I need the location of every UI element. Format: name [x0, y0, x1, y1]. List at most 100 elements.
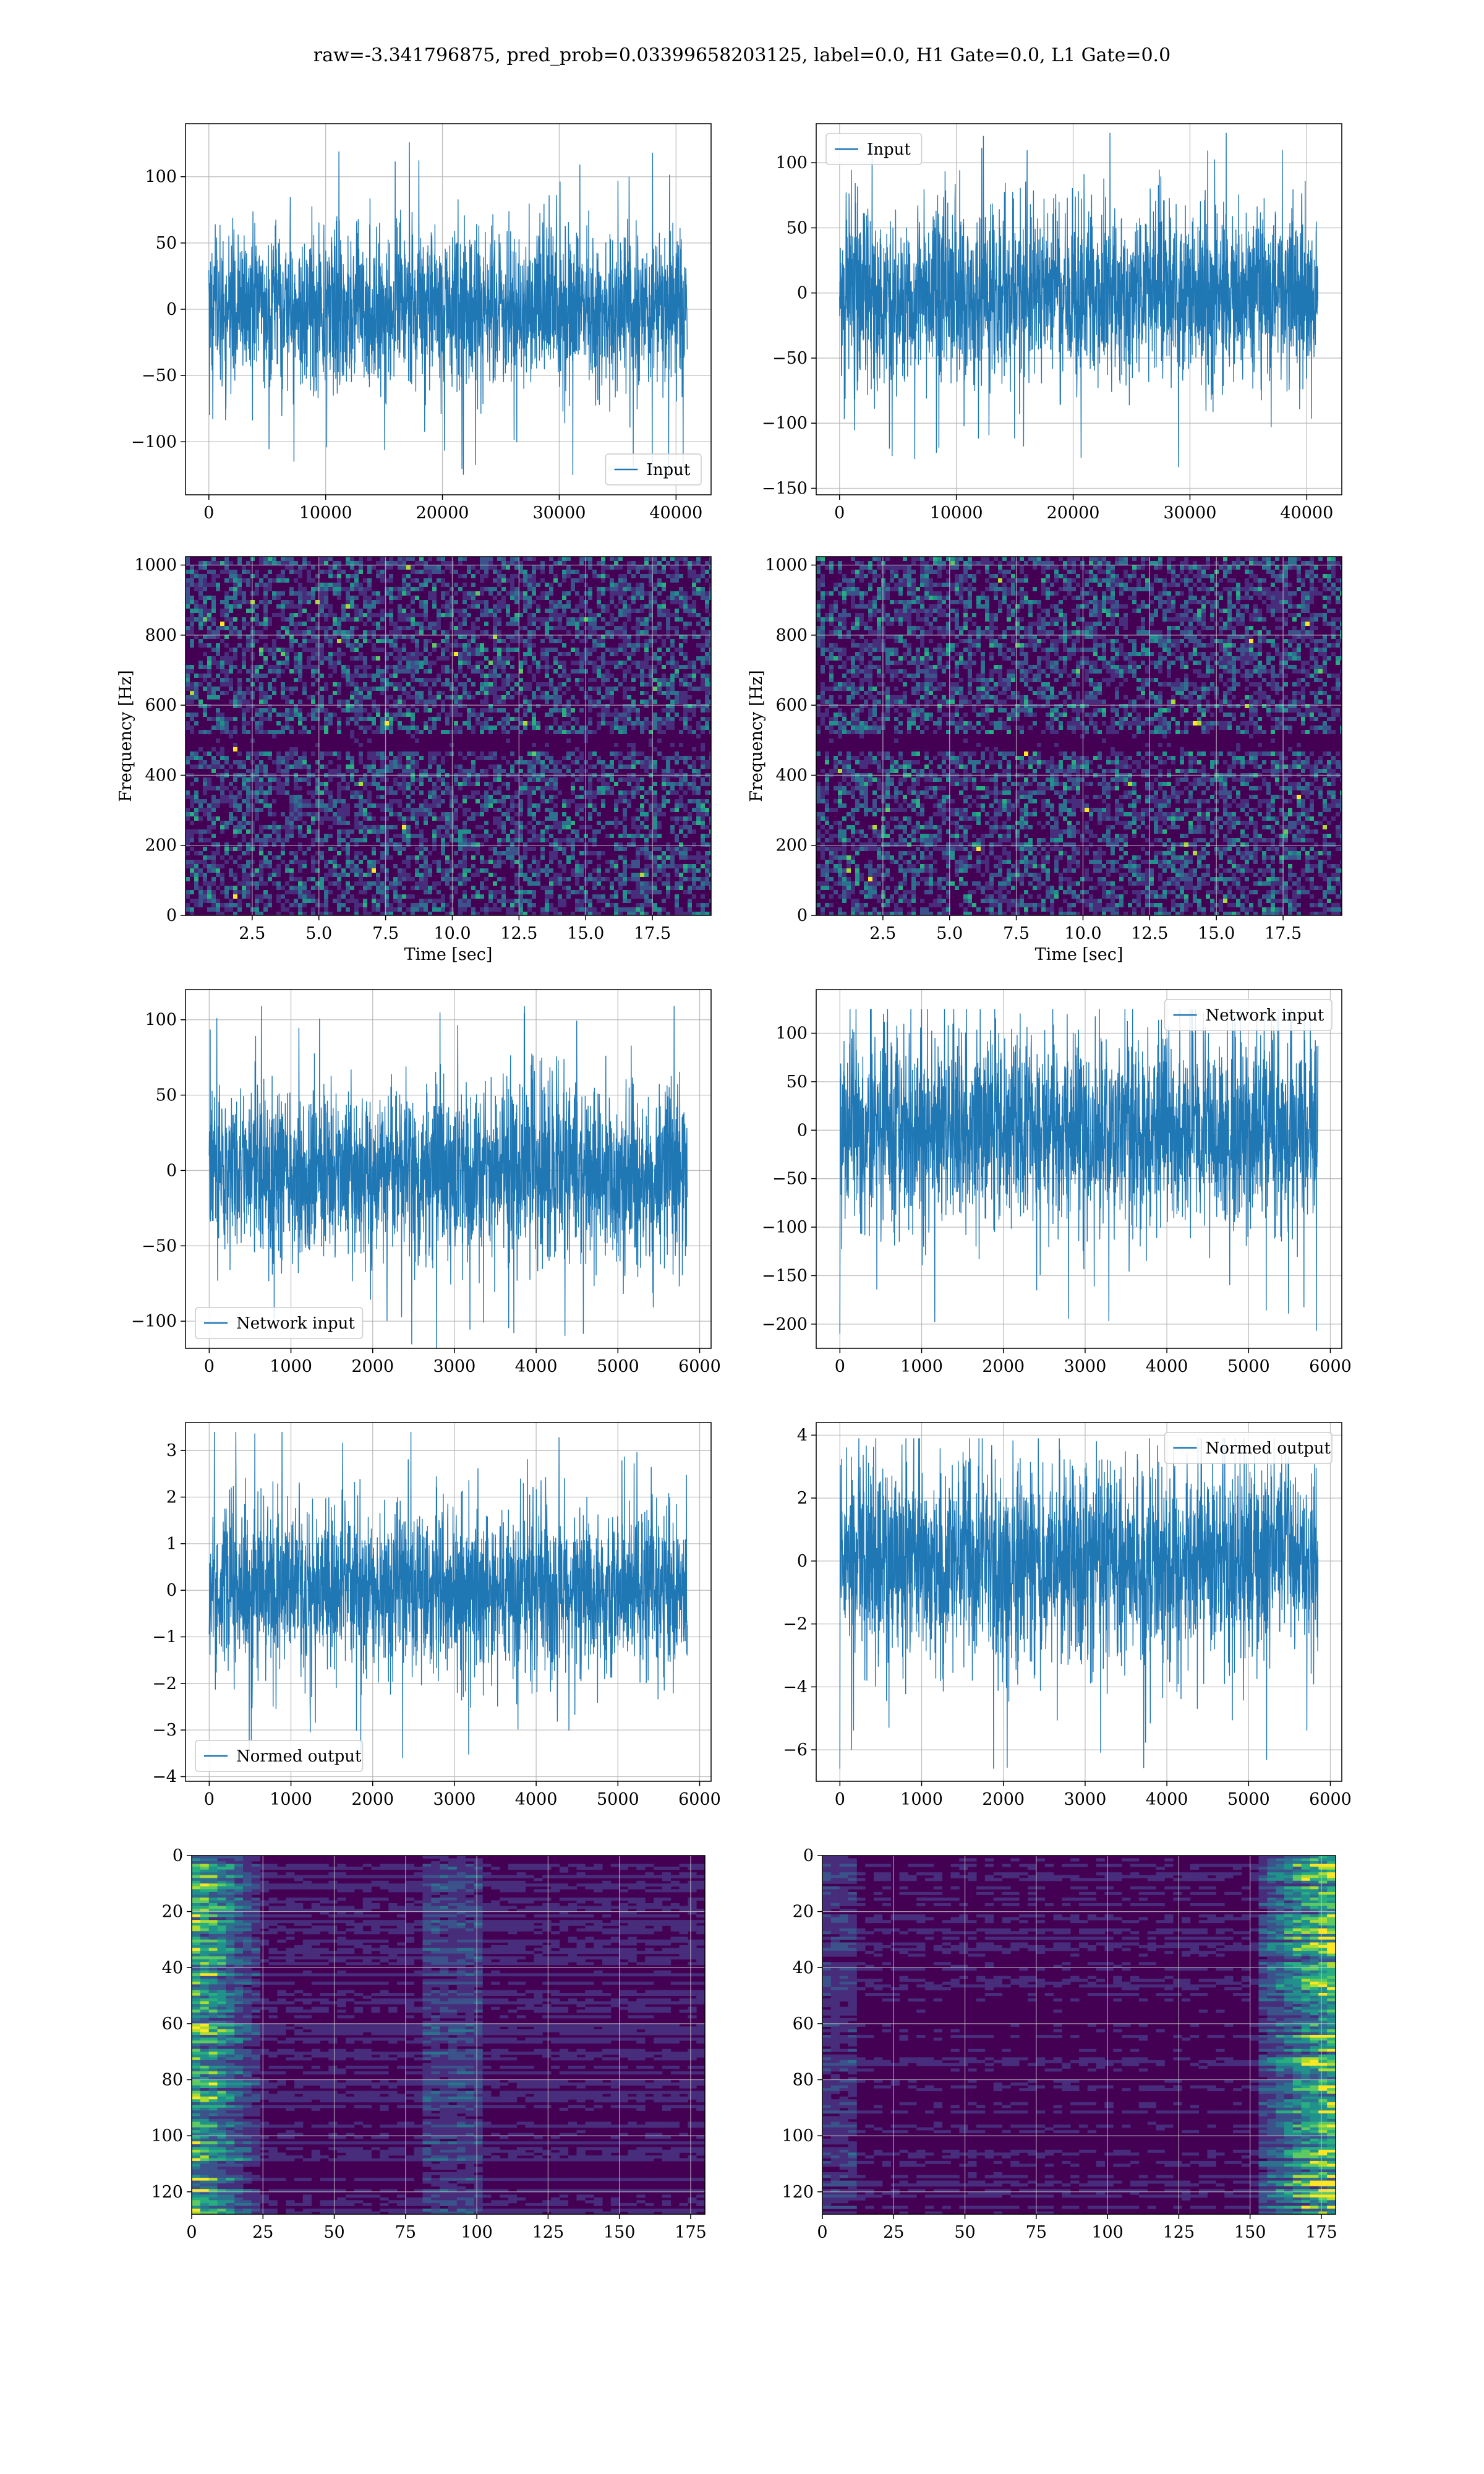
h1-spectrogram-cell: [194, 851, 198, 855]
h1-spectrogram-cell: [497, 635, 501, 639]
h1-spectrogram-cell: [424, 648, 428, 652]
h1-spectrogram-cell: [294, 561, 298, 565]
h1-spectrogram-cell: [463, 721, 467, 726]
h1-spectrogram-cell: [337, 873, 341, 877]
h1-spectrogram-cell: [463, 687, 467, 691]
h1-spectrogram-cell: [549, 855, 553, 860]
h1-spectrogram-cell: [363, 596, 367, 600]
h1-spectrogram-cell: [558, 626, 562, 630]
h1-spectrogram-cell: [359, 825, 363, 829]
h1-spectrogram-cell: [649, 635, 653, 639]
h1-spectrogram-cell: [631, 726, 636, 730]
h1-spectrogram-cell: [302, 687, 307, 691]
h1-spectrogram-cell: [289, 669, 294, 674]
h1-spectrogram-cell: [285, 881, 289, 886]
h1-spectrogram-cell: [437, 769, 441, 773]
h1-spectrogram-cell: [255, 886, 259, 890]
h1-spectrogram-cell: [644, 604, 649, 609]
h1-spectrogram-cell: [359, 674, 363, 678]
h1-spectrogram-cell: [211, 842, 216, 847]
h1-spectrogram-cell: [255, 868, 259, 873]
h1-spectrogram-cell: [666, 661, 670, 665]
h1-spectrogram-cell: [540, 851, 545, 855]
h1-spectrogram-cell: [450, 816, 454, 821]
h1-spectrogram-cell: [398, 760, 402, 764]
h1-spectrogram-cell: [644, 648, 649, 652]
h1-spectrogram-cell: [259, 600, 263, 604]
h1-spectrogram-cell: [207, 609, 211, 613]
h1-spectrogram-cell: [653, 626, 657, 630]
h1-spectrogram-cell: [203, 812, 207, 816]
h1-spectrogram-cell: [437, 795, 441, 799]
h1-spectrogram-cell: [237, 829, 242, 834]
h1-spectrogram-cell: [649, 643, 653, 648]
h1-spectrogram-cell: [285, 700, 289, 704]
h1-spectrogram-cell: [662, 855, 666, 860]
h1-spectrogram-cell: [346, 708, 350, 713]
h1-spectrogram-cell: [350, 769, 354, 773]
h1-spectrogram-cell: [657, 890, 662, 894]
h1-spectrogram-cell: [298, 583, 302, 587]
h1-spectrogram-cell: [259, 557, 263, 561]
h1-spectrogram-cell: [445, 609, 450, 613]
h1-spectrogram-cell: [640, 630, 644, 635]
h1-spectrogram-cell: [437, 691, 441, 695]
h1-spectrogram-cell: [437, 881, 441, 886]
h1-spectrogram-cell: [662, 881, 666, 886]
h1-spectrogram-cell: [385, 894, 389, 899]
h1-spectrogram-cell: [605, 868, 610, 873]
h1-spectrogram-cell: [393, 760, 398, 764]
h1-spectrogram-cell: [341, 604, 346, 609]
h1-spectrogram-cell: [190, 803, 194, 808]
h1-spectrogram-cell: [488, 860, 493, 864]
h1-spectrogram-cell: [281, 786, 285, 790]
h1-spectrogram-cell: [281, 851, 285, 855]
h1-spectrogram-cell: [320, 704, 324, 708]
h1-spectrogram-cell: [623, 756, 627, 760]
h1-spectrogram-cell: [315, 881, 320, 886]
h1-spectrogram-cell: [281, 626, 285, 630]
h1-spectrogram-cell: [497, 769, 501, 773]
h1-spectrogram-cell: [389, 912, 393, 915]
h1-spectrogram-cell: [281, 713, 285, 717]
h1-spectrogram-cell: [610, 894, 614, 899]
h1-spectrogram-cell: [545, 626, 549, 630]
h1-spectrogram-cell: [346, 669, 350, 674]
h1-spectrogram-cell: [294, 808, 298, 812]
h1-spectrogram-cell: [393, 587, 398, 591]
h1-spectrogram-cell: [424, 626, 428, 630]
h1-spectrogram-cell: [203, 855, 207, 860]
h1-spectrogram-cell: [337, 626, 341, 630]
h1-spectrogram-cell: [432, 795, 437, 799]
h1-spectrogram-cell: [532, 557, 536, 561]
h1-spectrogram-cell: [605, 708, 610, 713]
h1-spectrogram-cell: [501, 799, 506, 803]
h1-spectrogram-cell: [263, 825, 268, 829]
h1-spectrogram-cell: [475, 842, 480, 847]
h1-spectrogram-cell: [631, 565, 636, 570]
h1-spectrogram-cell: [186, 851, 190, 855]
h1-spectrogram-cell: [480, 561, 484, 565]
h1-spectrogram-cell: [346, 674, 350, 678]
h1-spectrogram-cell: [519, 635, 523, 639]
h1-spectrogram-cell: [285, 626, 289, 630]
h1-spectrogram-cell: [566, 678, 571, 682]
h1-spectrogram-cell: [402, 583, 406, 587]
h1-spectrogram-cell: [281, 570, 285, 574]
h1-spectrogram-cell: [259, 842, 263, 847]
h1-spectrogram-cell: [207, 617, 211, 622]
h1-spectrogram-cell: [341, 868, 346, 873]
h1-spectrogram-cell: [263, 764, 268, 769]
h1-spectrogram-cell: [575, 626, 579, 630]
h1-spectrogram-cell: [631, 626, 636, 630]
h1-spectrogram-cell: [441, 691, 445, 695]
h1-spectrogram-cell: [428, 661, 432, 665]
h1-spectrogram-cell: [354, 717, 359, 721]
h1-spectrogram-cell: [198, 626, 203, 630]
h1-spectrogram-cell: [601, 578, 605, 583]
l1-input-axes: 0 10000 20000 30000 40000−150−100−50050100In…: [762, 123, 1342, 523]
h1-spectrogram-cell: [233, 596, 237, 600]
h1-spectrogram-cell: [540, 821, 545, 825]
l1-input-x-tick-label: 40000: [1280, 503, 1333, 523]
h1-spectrogram-cell: [263, 695, 268, 700]
